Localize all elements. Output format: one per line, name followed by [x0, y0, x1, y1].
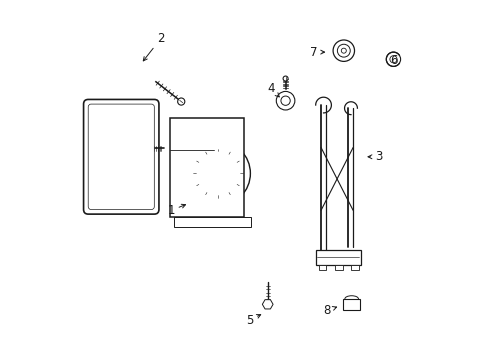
Circle shape [283, 76, 287, 81]
Bar [343, 299, 360, 310]
Text: 1: 1 [167, 204, 185, 217]
Bar [174, 217, 250, 226]
Bar [334, 265, 342, 270]
Text: 8: 8 [323, 304, 336, 317]
Text: 2: 2 [143, 32, 164, 61]
Text: 3: 3 [367, 150, 381, 163]
Bar [170, 118, 243, 217]
Text: 7: 7 [310, 46, 324, 59]
FancyBboxPatch shape [83, 99, 159, 214]
Text: 5: 5 [245, 314, 260, 327]
Bar [315, 249, 360, 265]
Polygon shape [262, 300, 272, 309]
Bar [350, 265, 358, 270]
Text: 6: 6 [389, 54, 397, 67]
Bar [318, 265, 325, 270]
Text: 4: 4 [267, 82, 279, 97]
FancyBboxPatch shape [88, 104, 154, 210]
Circle shape [177, 98, 184, 105]
